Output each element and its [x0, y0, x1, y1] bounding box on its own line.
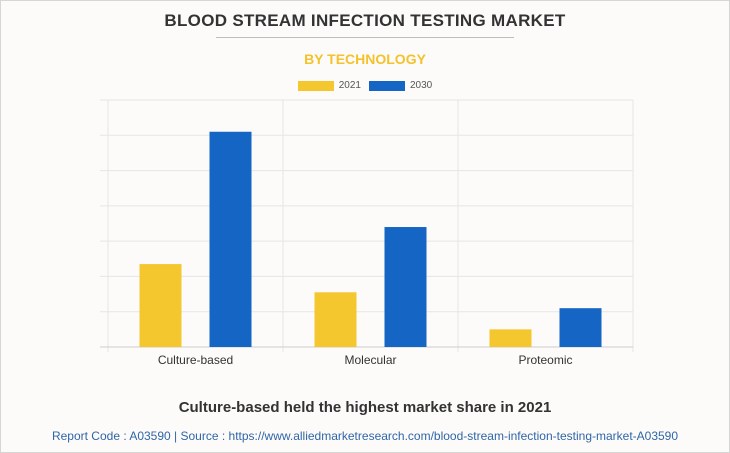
x-tick-label: Culture-based	[158, 353, 233, 367]
legend-item-2021: 2021	[297, 80, 361, 91]
bar-2021-proteomic	[489, 329, 532, 347]
bar-2030-culture-based	[209, 131, 252, 347]
bar-2030-molecular	[384, 227, 427, 347]
chart-headline: Culture-based held the highest market sh…	[178, 399, 552, 416]
chart-subtitle: BY TECHNOLOGY	[304, 51, 426, 67]
chart-title: BLOOD STREAM INFECTION TESTING MARKET	[164, 11, 566, 30]
bar-2021-molecular	[314, 292, 357, 347]
x-tick-label: Molecular	[344, 353, 396, 367]
bar-2030-proteomic	[559, 308, 602, 347]
legend-swatch-2021	[297, 80, 334, 91]
title-divider	[216, 37, 514, 38]
source-line: Report Code : A03590 | Source : https://…	[51, 429, 679, 443]
legend: 2021 2030	[0, 80, 730, 91]
legend-swatch-2030	[369, 80, 405, 91]
x-tick-label: Proteomic	[518, 353, 572, 367]
legend-item-2030: 2030	[369, 80, 432, 91]
legend-label-2021: 2021	[338, 80, 361, 91]
bar-2021-culture-based	[139, 264, 182, 347]
legend-label-2030: 2030	[410, 80, 433, 91]
